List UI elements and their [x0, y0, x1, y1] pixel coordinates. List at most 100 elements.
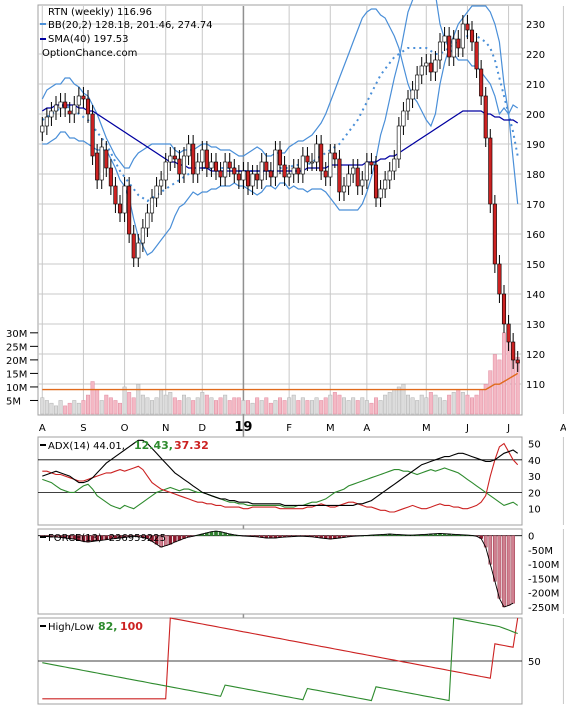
price-tick-label: 180 [526, 170, 545, 181]
candle-body [149, 197, 155, 214]
volume-bar [236, 397, 241, 415]
candle-body [506, 323, 511, 343]
candle-body [213, 161, 219, 172]
candle-body [131, 233, 136, 259]
force-tick-label: -100M [528, 560, 559, 571]
x-tick-label: A [39, 423, 46, 434]
force-legend-label: FORCE(13) -236959225 [48, 533, 166, 544]
candle-body [282, 164, 287, 178]
candle-body [328, 152, 333, 178]
volume-bar [86, 394, 90, 415]
volume-bar [465, 394, 470, 415]
volume-bar [355, 400, 360, 415]
volume-bar [323, 397, 328, 415]
candle-body [200, 149, 205, 163]
candle-body [488, 137, 493, 205]
force-panel [37, 528, 523, 615]
candle-body [227, 161, 232, 169]
candle-body [323, 170, 328, 178]
volume-bar [342, 397, 346, 415]
volume-bar [438, 397, 442, 415]
volume-bar [278, 397, 282, 415]
adx-tick-label: 50 [528, 440, 541, 451]
volume-bar [168, 392, 173, 415]
adx-legend-swatch [40, 444, 46, 446]
volume-bar [406, 394, 410, 415]
volume-bar [332, 392, 337, 415]
volume-bar [351, 397, 356, 415]
volume-bar [104, 394, 109, 415]
candle-body [460, 23, 465, 49]
volume-tick-label: 30M [6, 329, 27, 340]
candle-body [355, 167, 360, 187]
candle-body [296, 167, 301, 175]
candle-body [287, 173, 292, 178]
candle-body [223, 161, 228, 178]
volume-bar [428, 392, 433, 415]
candle-body [245, 170, 251, 187]
candle-body [76, 95, 81, 106]
candle-body [501, 293, 507, 325]
legend-sma-swatch [40, 38, 46, 40]
candle-body [373, 164, 379, 199]
hilo-hi-label: 82, [98, 620, 118, 633]
candle-body [232, 167, 237, 175]
candle-body [154, 185, 159, 199]
volume-bar [460, 392, 465, 415]
candle-body [428, 62, 433, 73]
volume-bar [186, 397, 191, 415]
candle-body [378, 188, 383, 199]
volume-bar [44, 400, 49, 415]
volume-bar [218, 397, 223, 415]
force-bar [497, 535, 502, 599]
candle-body [85, 98, 91, 115]
adx-tick-label: 20 [528, 488, 541, 499]
volume-bar [118, 402, 122, 415]
volume-bar [291, 394, 296, 415]
candle-body [433, 59, 438, 73]
hilo-tick-label: 50 [528, 657, 541, 668]
x-tick-label: S [80, 423, 86, 434]
legend-bb-swatch [40, 23, 46, 25]
candle-body [177, 158, 182, 175]
volume-bar [287, 397, 292, 415]
volume-bar [424, 397, 429, 415]
volume-bar [54, 405, 58, 415]
volume-bar [163, 394, 168, 415]
candle-body [195, 161, 200, 175]
volume-bar [364, 400, 369, 415]
candle-body [273, 149, 278, 178]
candle-body [351, 167, 356, 175]
volume-bar [451, 392, 456, 415]
candle-body [264, 161, 269, 172]
candle-body [117, 203, 123, 214]
volume-tick-label: 10M [6, 383, 27, 394]
candle-body [497, 263, 502, 295]
volume-bar [483, 383, 488, 415]
candle-body [49, 110, 54, 118]
volume-bar [383, 394, 388, 415]
volume-bar [392, 389, 397, 415]
hilo-legend: High/Low 82, 100 [40, 620, 143, 633]
volume-bar [49, 402, 54, 415]
volume-bar [374, 397, 378, 415]
force-bar [168, 535, 173, 545]
volume-bar [81, 400, 86, 415]
volume-bar [387, 392, 392, 415]
volume-bar [305, 400, 310, 415]
price-tick-label: 160 [526, 230, 545, 241]
candle-body [163, 161, 168, 181]
candle-body [113, 185, 118, 205]
price-tick-label: 130 [526, 320, 545, 331]
candle-body [492, 203, 497, 265]
force-legend: FORCE(13) -236959225 [40, 533, 166, 544]
candle-body [145, 212, 150, 229]
candle-body [483, 95, 488, 139]
candle-body [204, 149, 209, 169]
candle-body [186, 143, 191, 157]
x-tick-label: M [326, 423, 335, 434]
candle-body [63, 101, 68, 109]
volume-bar [360, 397, 365, 415]
candle-body [337, 158, 342, 193]
candle-body [172, 155, 177, 160]
